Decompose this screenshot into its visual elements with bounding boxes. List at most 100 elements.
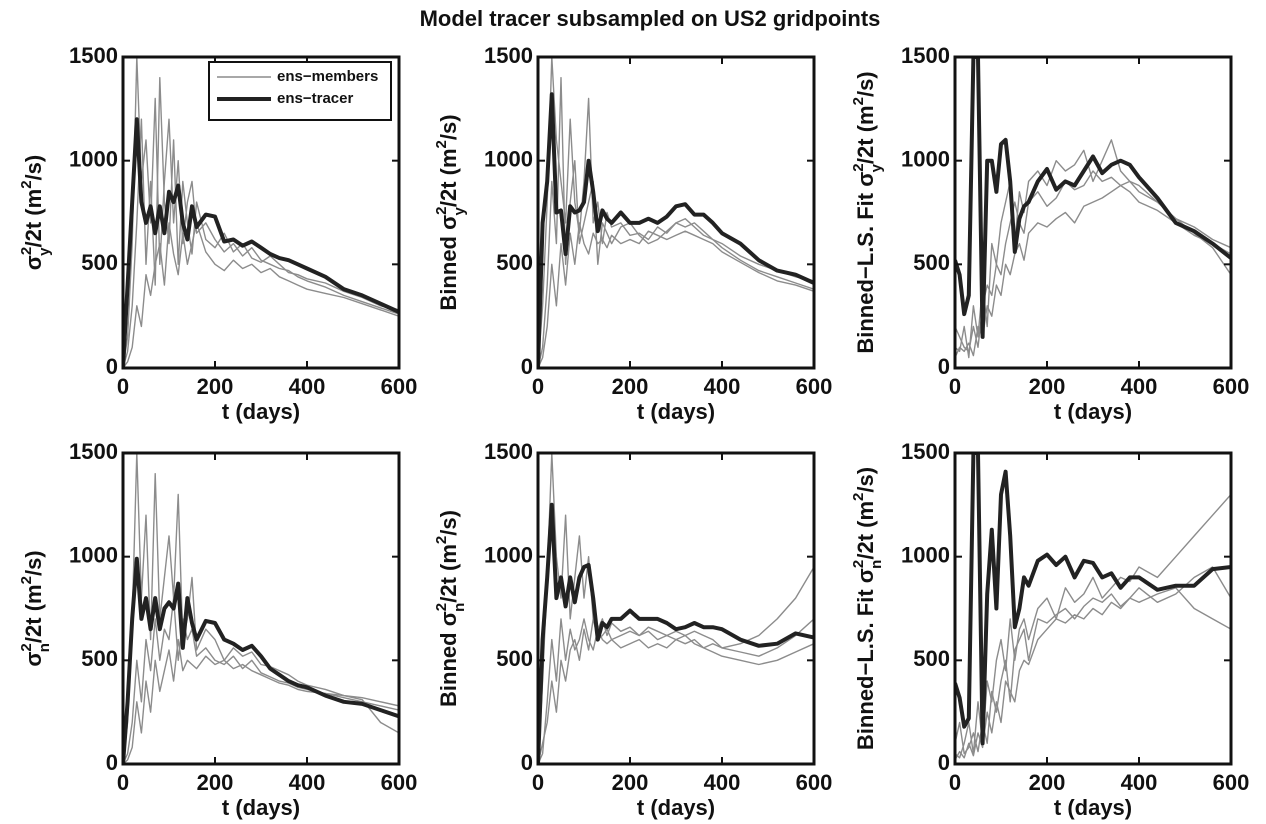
- legend-label: ens−tracer: [277, 90, 353, 107]
- x-axis-label: t (days): [637, 399, 715, 424]
- x-tick-label: 0: [532, 374, 544, 399]
- member-line: [538, 618, 814, 764]
- y-label-part: 2: [18, 576, 35, 584]
- y-label-part: n: [868, 560, 885, 569]
- y-label-part: 2: [433, 207, 450, 215]
- y-label-part: σ: [21, 255, 46, 270]
- x-axis-label: t (days): [637, 795, 715, 820]
- y-label-part: 2: [433, 603, 450, 611]
- axes-frame: [953, 55, 1233, 370]
- y-label-part: /2t (m: [436, 544, 461, 603]
- axes-frame: [536, 451, 816, 766]
- x-tick-label: 200: [1029, 374, 1066, 399]
- member-line: [123, 638, 399, 764]
- x-tick-label: 400: [289, 374, 326, 399]
- y-tick-label: 1000: [484, 146, 533, 171]
- x-tick-label: 400: [289, 770, 326, 795]
- tracer-line: [538, 502, 814, 764]
- y-label-part: Binned−L.S. Fit σ: [853, 172, 878, 354]
- y-label-part: 2: [433, 140, 450, 148]
- y-label-part: /s): [853, 71, 878, 97]
- y-tick-label: 1500: [901, 439, 950, 464]
- y-label-part: y: [451, 207, 468, 216]
- y-tick-label: 500: [913, 250, 950, 275]
- x-tick-label: 400: [1121, 770, 1158, 795]
- y-label-part: y: [36, 247, 53, 256]
- y-label-part: y: [868, 163, 885, 172]
- y-tick-label: 0: [106, 750, 118, 775]
- y-tick-label: 500: [81, 646, 118, 671]
- y-label-part: /s): [21, 550, 46, 576]
- panel: 0 500 1000 1500 0 200 400 600 t (days) Binned−L.S…: [850, 439, 1249, 820]
- y-tick-label: 0: [938, 750, 950, 775]
- y-tick-label: 1000: [901, 542, 950, 567]
- y-axis-label: σ2y/2t (m2/s): [18, 155, 53, 270]
- member-line: [538, 566, 814, 764]
- x-tick-label: 600: [381, 374, 418, 399]
- x-tick-label: 200: [612, 374, 649, 399]
- x-tick-label: 600: [1213, 374, 1250, 399]
- x-tick-label: 600: [796, 770, 833, 795]
- y-label-part: /2t (m: [21, 189, 46, 248]
- y-tick-label: 1500: [69, 439, 118, 464]
- y-axis-label: Binned σ2n/2t (m2/s): [433, 510, 468, 707]
- y-label-part: /2t (m: [21, 584, 46, 643]
- tracer-line: [955, 57, 1231, 339]
- member-line: [955, 170, 1231, 353]
- y-label-part: σ: [21, 652, 46, 667]
- y-tick-label: 1000: [69, 542, 118, 567]
- x-axis-label: t (days): [222, 795, 300, 820]
- y-label-part: /s): [436, 510, 461, 536]
- y-label-part: Binned σ: [436, 215, 461, 311]
- y-tick-label: 1000: [484, 542, 533, 567]
- tracer-line: [123, 556, 399, 764]
- y-label-part: 2: [18, 180, 35, 188]
- y-label-part: 2: [850, 493, 867, 501]
- y-tick-label: 0: [106, 354, 118, 379]
- member-line: [538, 57, 814, 368]
- y-label-part: /s): [436, 114, 461, 140]
- x-tick-label: 400: [704, 374, 741, 399]
- axes-frame: [121, 55, 401, 370]
- x-axis-label: t (days): [1054, 795, 1132, 820]
- x-tick-label: 0: [532, 770, 544, 795]
- y-tick-label: 1000: [69, 146, 118, 171]
- x-tick-label: 600: [796, 374, 833, 399]
- figure-title: Model tracer subsampled on US2 gridpoint…: [420, 6, 881, 31]
- member-line: [538, 77, 814, 368]
- y-label-part: 2: [18, 643, 35, 651]
- x-tick-label: 0: [117, 374, 129, 399]
- member-line: [955, 566, 1231, 755]
- y-tick-label: 0: [938, 354, 950, 379]
- y-axis-label: σ2n/2t (m2/s): [18, 550, 53, 666]
- tracer-line: [123, 117, 399, 368]
- y-axis-label: Binned−L.S. Fit σ2y/2t (m2/s): [850, 71, 885, 353]
- y-label-part: /2t (m: [853, 501, 878, 560]
- x-tick-label: 400: [1121, 374, 1158, 399]
- y-label-part: 2: [850, 97, 867, 105]
- y-label-part: /2t (m: [436, 148, 461, 207]
- x-tick-label: 400: [704, 770, 741, 795]
- x-tick-label: 0: [117, 770, 129, 795]
- y-label-part: Binned σ: [436, 611, 461, 707]
- y-tick-label: 500: [81, 250, 118, 275]
- panel: 0 500 1000 1500 0 200 400 600 t (days) Binned−L.S…: [850, 43, 1249, 424]
- y-tick-label: 0: [521, 354, 533, 379]
- member-line: [538, 222, 814, 368]
- member-line: [123, 453, 399, 764]
- tracer-line: [538, 92, 814, 368]
- y-label-part: 2: [18, 247, 35, 255]
- y-label-part: /s): [853, 467, 878, 493]
- y-tick-label: 0: [521, 750, 533, 775]
- legend-label: ens−members: [277, 68, 378, 85]
- legend-box: [208, 61, 392, 121]
- member-line: [123, 57, 399, 368]
- x-axis-label: t (days): [1054, 399, 1132, 424]
- y-axis-label: Binned−L.S. Fit σ2n/2t (m2/s): [850, 467, 885, 750]
- y-tick-label: 1500: [69, 43, 118, 68]
- member-line: [955, 180, 1231, 358]
